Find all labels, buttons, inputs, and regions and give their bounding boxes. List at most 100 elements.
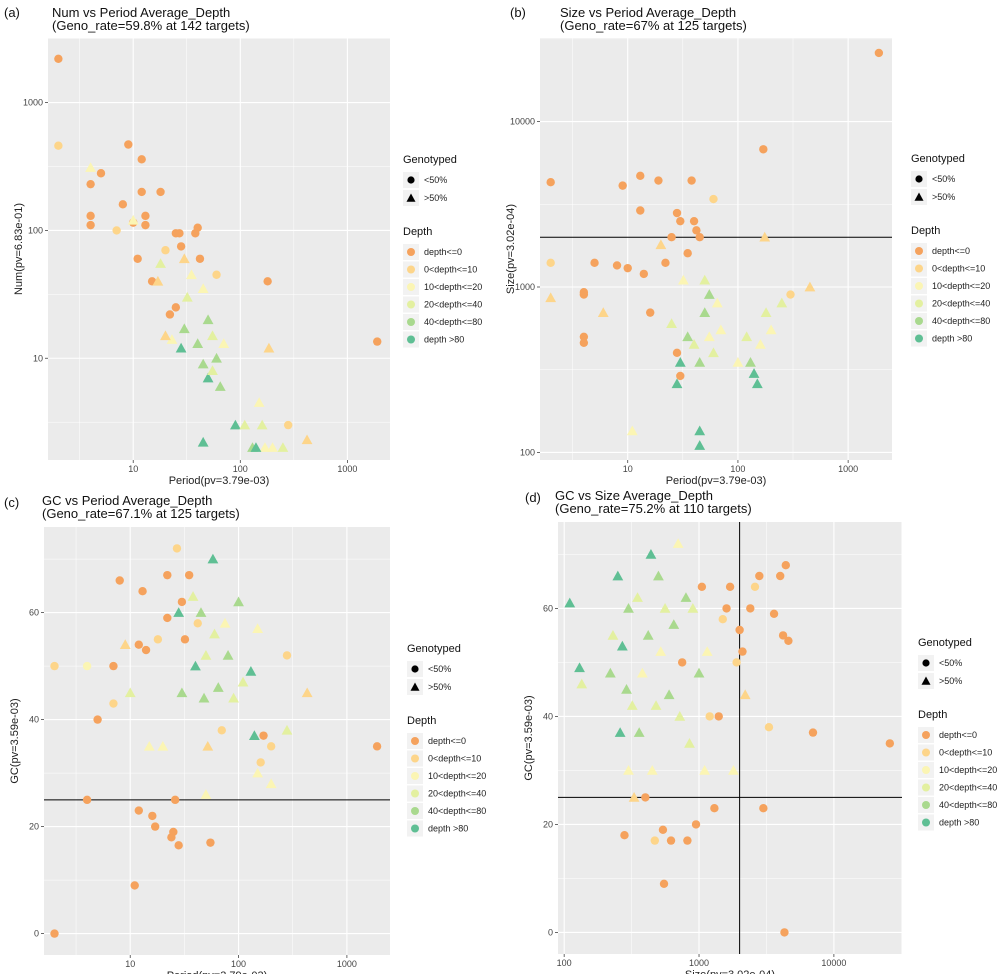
data-point-circle (780, 928, 789, 937)
y-tick-label: 60 (543, 603, 553, 613)
legend-swatch (411, 737, 419, 745)
data-point-triangle (219, 617, 231, 628)
data-point-triangle (703, 289, 715, 299)
data-point-circle (759, 145, 768, 154)
legend-swatch (922, 783, 930, 792)
data-point-triangle (653, 570, 664, 581)
y-tick-label: 1000 (515, 282, 535, 292)
legend-swatch (411, 754, 419, 763)
data-point-circle (195, 254, 205, 263)
data-point-triangle (574, 662, 585, 673)
y-axis-label: GC(pv=3.59e-03) (9, 698, 21, 783)
data-point-triangle (604, 667, 616, 678)
x-tick-label: 10 (623, 464, 633, 474)
data-point-circle (282, 651, 292, 660)
data-point-circle (150, 822, 160, 831)
data-point-triangle (668, 619, 680, 629)
data-point-triangle (228, 692, 239, 703)
legend: Genotyped <50% >50% Depth depth<=0 0<depth<=1… (407, 643, 486, 837)
data-point-circle (184, 570, 194, 580)
data-point-circle (177, 597, 187, 607)
legend-swatch (915, 299, 923, 308)
data-point-triangle (699, 274, 711, 285)
legend-swatch (922, 731, 930, 739)
data-point-circle (725, 582, 735, 591)
data-point-circle (141, 211, 150, 221)
legend-label: 0<depth<=10 (939, 748, 992, 758)
data-point-circle (118, 200, 128, 209)
data-point-circle (641, 793, 650, 802)
data-point-triangle (197, 436, 209, 447)
data-point-triangle (628, 792, 640, 802)
legend-label: >50% (424, 193, 447, 203)
legend-swatch (407, 283, 415, 291)
data-point-triangle (674, 711, 686, 721)
x-axis-label: Size(pv=3.02e-04) (685, 969, 775, 974)
data-point-triangle (143, 740, 155, 751)
data-point-circle (96, 169, 106, 178)
data-point-triangle (576, 678, 588, 689)
scatter-panel-2: (b) Size vs Period Average_Depth(Geno_rat… (505, 5, 990, 487)
data-point-circle (141, 220, 150, 230)
data-point-triangle (181, 291, 193, 302)
data-point-triangle (259, 442, 271, 452)
data-point-circle (654, 176, 663, 185)
data-point-triangle (198, 692, 210, 703)
legend-swatch (915, 264, 923, 273)
legend-swatch (922, 801, 930, 809)
data-point-circle (206, 838, 215, 847)
legend-triangle-icon (410, 682, 420, 691)
panel-letter: (b) (510, 5, 526, 20)
data-point-triangle (659, 603, 671, 613)
data-point-triangle (124, 687, 136, 698)
data-point-circle (137, 155, 146, 164)
legend-label: >50% (939, 676, 962, 686)
data-point-circle (683, 249, 692, 258)
legend-label: 10<depth<=20 (939, 765, 997, 775)
data-point-circle (786, 290, 795, 299)
data-point-circle (692, 226, 701, 235)
data-point-circle (153, 635, 163, 644)
data-point-triangle (671, 378, 683, 389)
data-point-triangle (682, 331, 694, 342)
legend-label: 10<depth<=20 (428, 771, 486, 781)
data-point-circle (695, 232, 704, 242)
data-point-circle (141, 645, 151, 655)
x-tick-label: 1000 (337, 464, 357, 474)
data-point-triangle (748, 368, 760, 378)
data-point-triangle (741, 331, 753, 342)
legend-label: 20<depth<=40 (939, 783, 997, 793)
data-point-circle (176, 242, 186, 251)
data-point-triangle (715, 324, 727, 335)
y-tick-label: 100 (520, 447, 535, 457)
data-point-circle (175, 229, 184, 238)
data-point-triangle (166, 334, 178, 344)
data-point-triangle (207, 553, 219, 564)
data-point-triangle (616, 640, 628, 651)
data-point-circle (50, 929, 59, 938)
data-point-circle (134, 806, 143, 815)
data-point-circle (165, 310, 175, 319)
panel-letter: (a) (4, 5, 20, 20)
data-point-circle (124, 140, 133, 149)
data-point-circle (676, 216, 685, 226)
x-tick-label: 100 (557, 958, 572, 968)
legend-label: depth >80 (428, 824, 468, 834)
legend-label: depth<=0 (939, 730, 977, 740)
data-point-circle (781, 561, 790, 570)
legend-swatch (407, 335, 415, 344)
data-point-triangle (751, 378, 763, 389)
x-tick-label: 100 (233, 464, 248, 474)
x-axis-label: Period(pv=3.79e-03) (666, 475, 767, 487)
data-point-circle (650, 836, 660, 845)
data-point-triangle (694, 440, 706, 450)
y-tick-label: 10 (33, 353, 43, 363)
data-point-triangle (732, 357, 744, 367)
legend-swatch (922, 818, 930, 827)
data-point-circle (676, 371, 685, 381)
data-point-triangle (200, 650, 212, 660)
data-point-triangle (277, 442, 289, 452)
data-point-triangle (253, 397, 265, 407)
data-point-circle (172, 544, 182, 553)
data-points (50, 544, 382, 938)
